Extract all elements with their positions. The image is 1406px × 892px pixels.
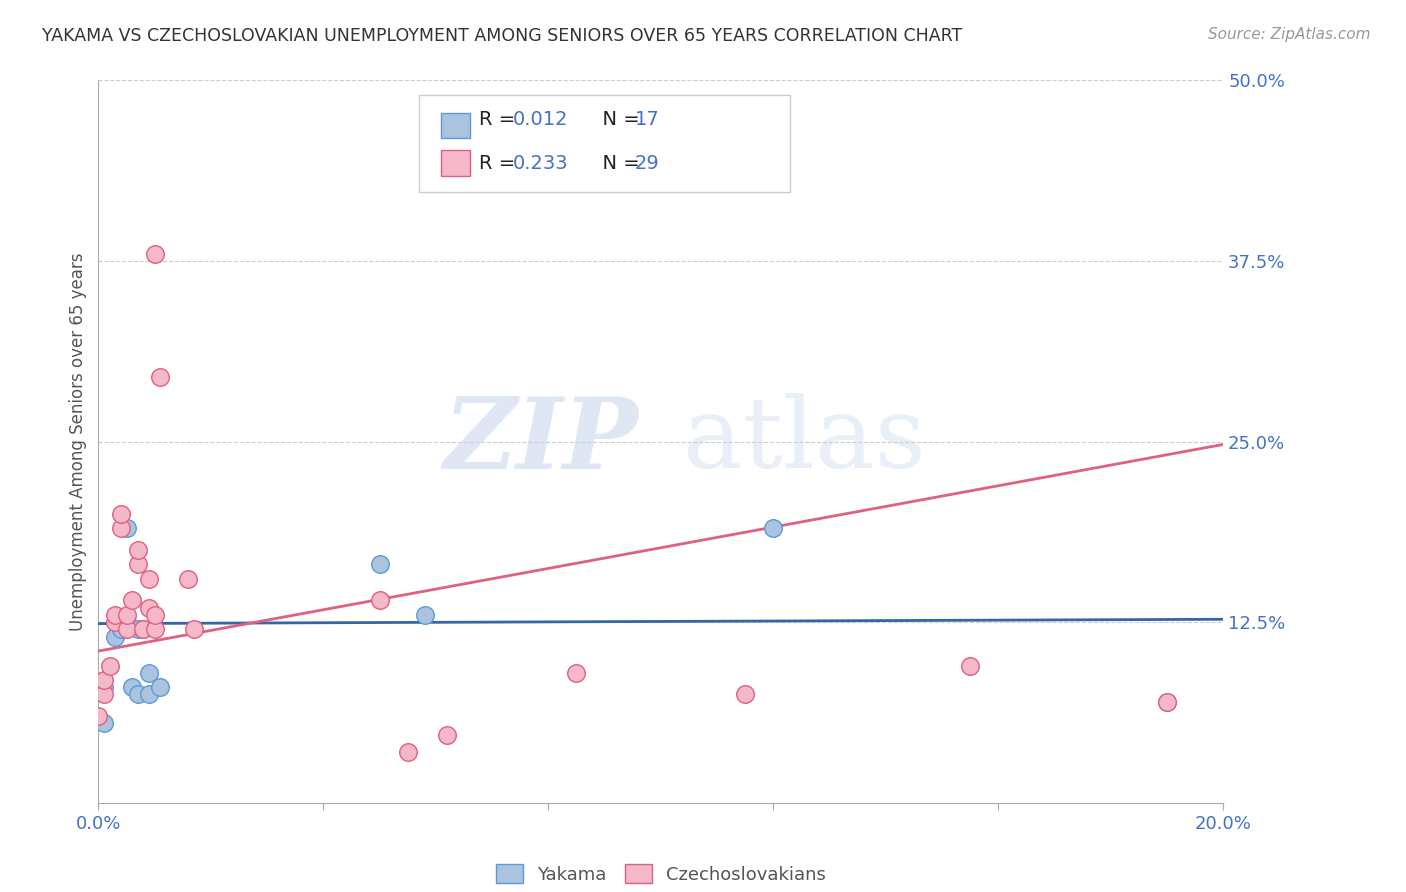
Point	[115, 521, 138, 535]
Point	[93, 680, 115, 694]
Text: Source: ZipAtlas.com: Source: ZipAtlas.com	[1208, 27, 1371, 42]
Point	[93, 687, 115, 701]
Text: YAKAMA VS CZECHOSLOVAKIAN UNEMPLOYMENT AMONG SENIORS OVER 65 YEARS CORRELATION C: YAKAMA VS CZECHOSLOVAKIAN UNEMPLOYMENT A…	[42, 27, 963, 45]
Point	[98, 658, 121, 673]
Text: 29: 29	[636, 154, 659, 173]
Point	[138, 600, 160, 615]
Point	[734, 687, 756, 701]
Point	[121, 680, 143, 694]
Point	[110, 521, 132, 535]
Point	[132, 623, 155, 637]
Point	[143, 607, 166, 622]
Text: N =: N =	[591, 154, 645, 173]
Text: N =: N =	[591, 111, 645, 129]
Text: 17: 17	[636, 111, 659, 129]
Point	[104, 630, 127, 644]
Point	[104, 615, 127, 630]
Point	[115, 623, 138, 637]
Point	[115, 615, 138, 630]
Text: atlas: atlas	[683, 393, 927, 490]
Point	[127, 558, 149, 572]
Point	[368, 558, 391, 572]
Text: ZIP: ZIP	[443, 393, 638, 490]
Text: R =: R =	[478, 111, 522, 129]
Point	[87, 709, 110, 723]
Point	[93, 673, 115, 687]
FancyBboxPatch shape	[419, 95, 790, 193]
Point	[138, 572, 160, 586]
Point	[127, 687, 149, 701]
Point	[121, 593, 143, 607]
Point	[413, 607, 436, 622]
Point	[368, 593, 391, 607]
Point	[143, 623, 166, 637]
FancyBboxPatch shape	[441, 112, 470, 138]
Point	[110, 623, 132, 637]
Point	[104, 607, 127, 622]
Point	[183, 623, 205, 637]
Point	[1156, 695, 1178, 709]
Point	[1156, 695, 1178, 709]
Point	[110, 507, 132, 521]
Point	[93, 716, 115, 731]
Point	[177, 572, 200, 586]
Point	[143, 246, 166, 260]
Point	[565, 665, 588, 680]
Point	[762, 521, 785, 535]
Point	[138, 665, 160, 680]
Y-axis label: Unemployment Among Seniors over 65 years: Unemployment Among Seniors over 65 years	[69, 252, 87, 631]
Point	[138, 687, 160, 701]
Text: 0.012: 0.012	[512, 111, 568, 129]
Point	[149, 369, 172, 384]
Point	[436, 728, 458, 742]
Point	[149, 680, 172, 694]
Legend: Yakama, Czechoslovakians: Yakama, Czechoslovakians	[486, 855, 835, 892]
Point	[396, 745, 419, 759]
Point	[959, 658, 981, 673]
Point	[132, 623, 155, 637]
Point	[115, 607, 138, 622]
Point	[127, 623, 149, 637]
FancyBboxPatch shape	[441, 151, 470, 176]
Text: 0.233: 0.233	[512, 154, 568, 173]
Text: R =: R =	[478, 154, 522, 173]
Point	[127, 542, 149, 557]
